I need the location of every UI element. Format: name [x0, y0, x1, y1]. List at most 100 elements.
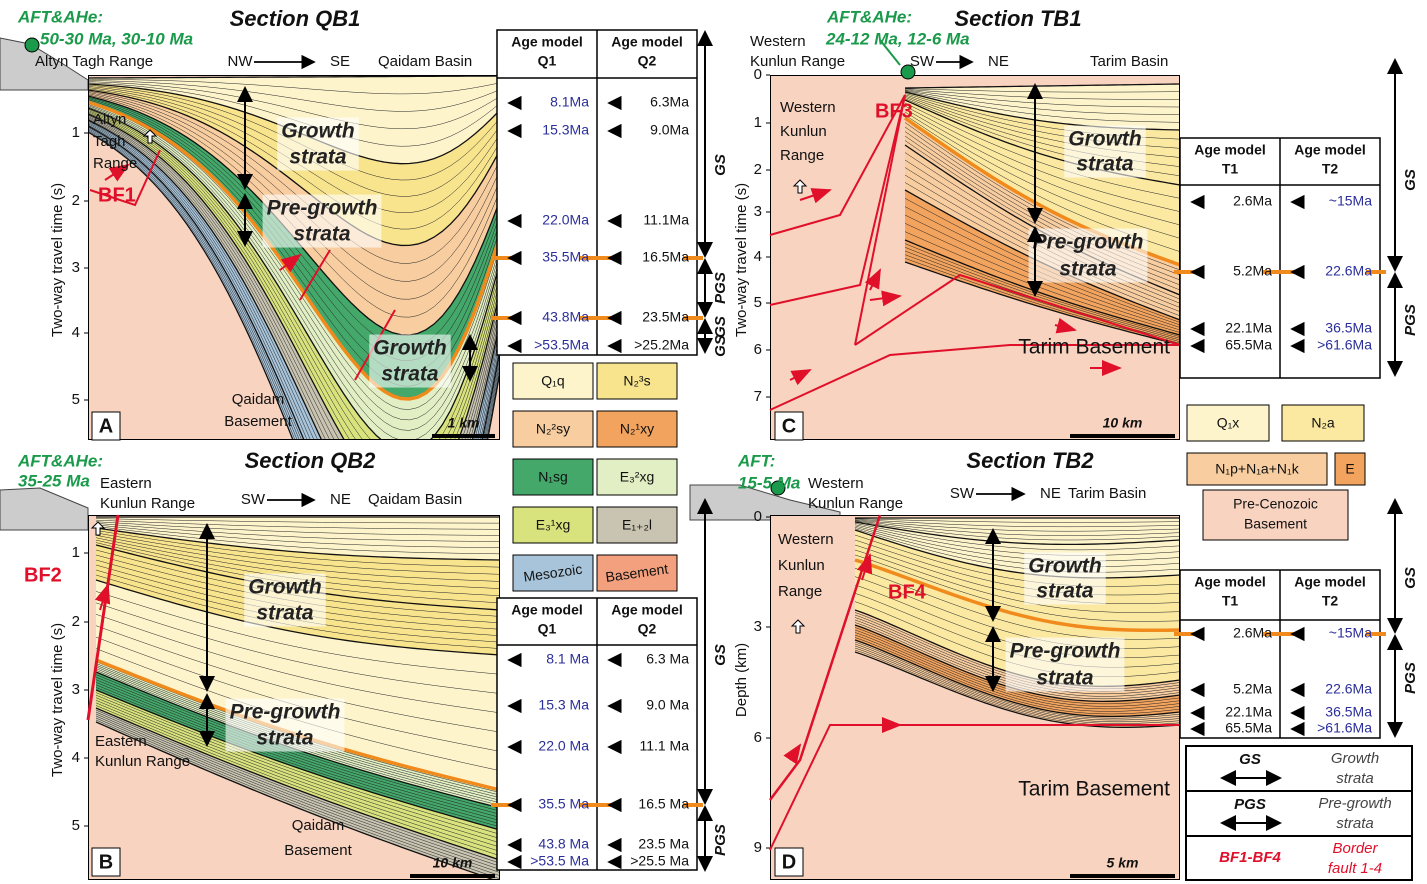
label: 1 km	[448, 415, 480, 431]
label: E₃²xg	[620, 469, 655, 485]
label: 2	[72, 613, 80, 630]
label: strata	[1059, 258, 1117, 281]
label: Two-way travel time (s)	[49, 183, 66, 337]
label: 8.1 Ma	[546, 651, 589, 667]
label: 5.2Ma	[1233, 681, 1272, 697]
label: >53.5Ma	[534, 337, 589, 353]
label: Age model	[611, 34, 683, 50]
label: Two-way travel time (s)	[49, 623, 66, 777]
label: Altyn Tagh Range	[35, 53, 153, 70]
label: T2	[1322, 161, 1339, 177]
label: PGS	[1402, 662, 1419, 694]
label: 5	[72, 391, 80, 408]
label: GS	[1239, 751, 1261, 768]
label: Western	[778, 531, 834, 548]
label: 1	[754, 114, 762, 131]
label: 2.6Ma	[1233, 625, 1272, 641]
label: 65.5Ma	[1225, 720, 1272, 736]
label: 1	[72, 124, 80, 141]
label: E₁₊₂l	[622, 517, 652, 533]
label: 10 km	[433, 855, 473, 871]
label: SE	[330, 53, 350, 70]
label: 4	[72, 324, 80, 341]
label: 1	[72, 544, 80, 561]
sample-site	[25, 38, 39, 52]
label: Pre-growth	[230, 701, 341, 724]
label: BF1-BF4	[1219, 849, 1281, 866]
label: Range	[778, 583, 822, 600]
label: Tarim Basement	[1018, 336, 1170, 359]
label: strata	[256, 602, 314, 625]
label: 2.6Ma	[1233, 193, 1272, 209]
label: NE	[330, 491, 351, 508]
label: ~15Ma	[1329, 625, 1372, 641]
label: AFT:	[737, 451, 775, 470]
label: BF2	[24, 564, 62, 586]
label: Age model	[511, 602, 583, 618]
label: Tagh	[93, 133, 126, 150]
label: Tarim Basin	[1068, 485, 1146, 502]
label: 22.6Ma	[1325, 263, 1372, 279]
shape	[0, 488, 88, 530]
label: >61.6Ma	[1317, 720, 1372, 736]
label: 65.5Ma	[1225, 337, 1272, 353]
label: GS	[1402, 169, 1419, 191]
label: N₁sg	[538, 469, 568, 485]
label: 11.1Ma	[643, 212, 689, 228]
label: Q1	[538, 621, 557, 637]
label: 43.8 Ma	[538, 836, 589, 852]
label: SW	[950, 485, 975, 502]
label: N₂a	[1311, 415, 1335, 431]
label: Section TB1	[954, 6, 1081, 31]
label: Basement	[1244, 516, 1307, 532]
label: Q2	[638, 53, 657, 69]
label: Kunlun Range	[808, 495, 903, 512]
label: Growth	[1068, 128, 1142, 151]
label: Border	[1332, 840, 1378, 857]
label: Pre-growth	[267, 197, 378, 220]
label: 35.5Ma	[542, 249, 589, 265]
label: 0	[754, 508, 762, 525]
label: >25.2Ma	[634, 337, 689, 353]
label: Section QB1	[230, 6, 361, 31]
label: strata	[1036, 580, 1094, 603]
label: Qaidam	[292, 817, 345, 834]
label: 5.2Ma	[1233, 263, 1272, 279]
label: Age model	[1194, 142, 1266, 158]
label: 9.0 Ma	[646, 697, 689, 713]
label: 9.0Ma	[650, 122, 689, 138]
label: Qaidam Basin	[368, 491, 462, 508]
label: Pre-Cenozoic	[1233, 496, 1318, 512]
label: 3	[754, 203, 762, 220]
label: Age model	[1194, 574, 1266, 590]
label: N₂³s	[623, 373, 650, 389]
label: AFT&AHe:	[17, 7, 103, 26]
label: Growth	[1331, 750, 1379, 767]
label: Western	[780, 99, 836, 116]
label: 22.1Ma	[1225, 320, 1272, 336]
label: 23.5 Ma	[638, 836, 689, 852]
label: Basement	[284, 842, 352, 859]
label: Growth	[248, 576, 322, 599]
label: Age model	[511, 34, 583, 50]
label: 22.1Ma	[1225, 704, 1272, 720]
label: 5 km	[1107, 855, 1139, 871]
label: >25.5 Ma	[630, 853, 689, 869]
label: 6	[754, 341, 762, 358]
label: 43.8Ma	[542, 309, 589, 325]
label: Kunlun	[780, 123, 827, 140]
label: 8.1Ma	[550, 94, 589, 110]
label: N₁p+N₁a+N₁k	[1215, 461, 1299, 477]
label: Age model	[611, 602, 683, 618]
label: 3	[754, 618, 762, 635]
label: Basement	[224, 413, 292, 430]
label: Two-way travel time (s)	[733, 183, 750, 337]
label: 22.6Ma	[1325, 681, 1372, 697]
label: NE	[1040, 485, 1061, 502]
label: 2	[72, 192, 80, 209]
label: N₂¹xy	[620, 421, 654, 437]
label: GS	[712, 316, 729, 338]
label: Q₁q	[541, 373, 564, 389]
label: 3	[72, 681, 80, 698]
label: T2	[1322, 593, 1339, 609]
